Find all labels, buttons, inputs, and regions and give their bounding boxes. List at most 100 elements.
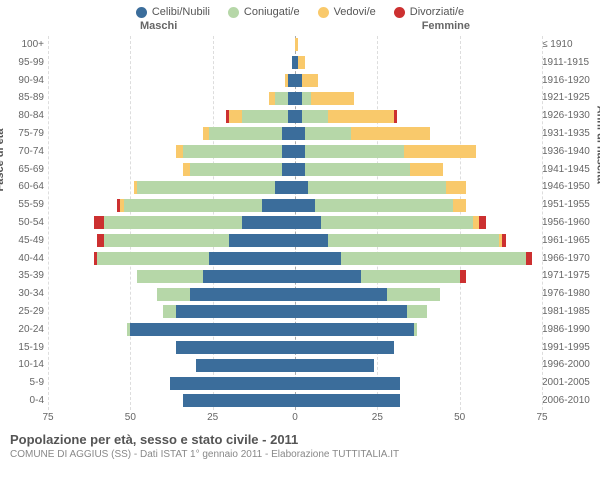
birth-tick: 1951-1955 [542, 196, 596, 214]
header-female: Femmine [422, 20, 470, 32]
male-half [48, 163, 295, 176]
male-half [48, 270, 295, 283]
legend-item: Celibi/Nubili [136, 6, 210, 18]
pyramid-row [48, 267, 542, 285]
male-half [48, 181, 295, 194]
female-half [295, 56, 542, 69]
age-tick: 95-99 [6, 54, 44, 72]
chart-title: Popolazione per età, sesso e stato civil… [10, 432, 590, 447]
bar-segment [97, 252, 209, 265]
x-tick: 25 [207, 412, 218, 423]
pyramid-row [48, 285, 542, 303]
bar-segment [328, 234, 499, 247]
birth-tick: 1921-1925 [542, 89, 596, 107]
bar-segment [295, 74, 302, 87]
age-tick: 25-29 [6, 303, 44, 321]
bar-segment [302, 110, 328, 123]
bar-segment [275, 92, 288, 105]
bar-segment [295, 323, 414, 336]
age-tick: 85-89 [6, 89, 44, 107]
bar-segment [305, 145, 404, 158]
bar-segment [305, 127, 351, 140]
bar-segment [183, 163, 190, 176]
bar-segment [407, 305, 427, 318]
bar-segment [361, 270, 460, 283]
birth-tick: ≤ 1910 [542, 36, 596, 54]
bar-segment [321, 216, 472, 229]
bar-segment [124, 199, 262, 212]
legend-swatch [136, 7, 147, 18]
bar-segment [275, 181, 295, 194]
age-tick: 20-24 [6, 321, 44, 339]
bar-segment [298, 56, 305, 69]
male-half [48, 323, 295, 336]
female-half [295, 288, 542, 301]
bar-segment [526, 252, 533, 265]
pyramid-row [48, 107, 542, 125]
legend-swatch [318, 7, 329, 18]
age-tick: 60-64 [6, 178, 44, 196]
x-tick: 50 [454, 412, 465, 423]
x-tick: 75 [536, 412, 547, 423]
birth-tick: 1966-1970 [542, 250, 596, 268]
birth-tick: 1976-1980 [542, 285, 596, 303]
pyramid-row [48, 54, 542, 72]
age-tick: 35-39 [6, 267, 44, 285]
bar-segment [315, 199, 453, 212]
chart-subtitle: COMUNE DI AGGIUS (SS) - Dati ISTAT 1° ge… [10, 449, 590, 460]
bar-segment [190, 163, 282, 176]
female-half [295, 323, 542, 336]
female-half [295, 305, 542, 318]
male-half [48, 359, 295, 372]
female-half [295, 92, 542, 105]
bar-segment [394, 110, 397, 123]
x-axis-right: 255075 [295, 412, 542, 425]
bar-segment [242, 110, 288, 123]
male-half [48, 394, 295, 407]
male-half [48, 288, 295, 301]
male-half [48, 377, 295, 390]
pyramid-row [48, 161, 542, 179]
bar-segment [203, 127, 210, 140]
age-tick: 80-84 [6, 107, 44, 125]
birth-tick: 1996-2000 [542, 356, 596, 374]
bar-segment [446, 181, 466, 194]
age-tick: 45-49 [6, 232, 44, 250]
female-half [295, 163, 542, 176]
x-tick: 75 [42, 412, 53, 423]
bar-segment [414, 323, 417, 336]
age-tick: 65-69 [6, 161, 44, 179]
bar-segment [104, 216, 242, 229]
birth-tick: 1926-1930 [542, 107, 596, 125]
pyramid-row [48, 125, 542, 143]
male-half [48, 199, 295, 212]
legend: Celibi/NubiliConiugati/eVedovi/eDivorzia… [0, 0, 600, 20]
pyramid-row [48, 250, 542, 268]
bar-segment [163, 305, 176, 318]
female-half [295, 199, 542, 212]
pyramid-row [48, 374, 542, 392]
female-half [295, 127, 542, 140]
bar-segment [410, 163, 443, 176]
bar-segment [282, 145, 295, 158]
female-half [295, 74, 542, 87]
header-male: Maschi [140, 20, 177, 32]
bar-segment [295, 359, 374, 372]
age-tick: 70-74 [6, 143, 44, 161]
bar-segment [288, 92, 295, 105]
male-half [48, 74, 295, 87]
bar-segment [288, 110, 295, 123]
birth-tick: 1936-1940 [542, 143, 596, 161]
birth-tick: 1911-1915 [542, 54, 596, 72]
female-half [295, 359, 542, 372]
female-half [295, 252, 542, 265]
birth-tick: 1946-1950 [542, 178, 596, 196]
bar-segment [328, 110, 394, 123]
legend-item: Vedovi/e [318, 6, 376, 18]
bar-segment [209, 252, 295, 265]
bar-segment [479, 216, 486, 229]
bar-segment [295, 288, 387, 301]
footer: Popolazione per età, sesso e stato civil… [0, 426, 600, 460]
bar-segment [295, 38, 298, 51]
bar-segment [262, 199, 295, 212]
